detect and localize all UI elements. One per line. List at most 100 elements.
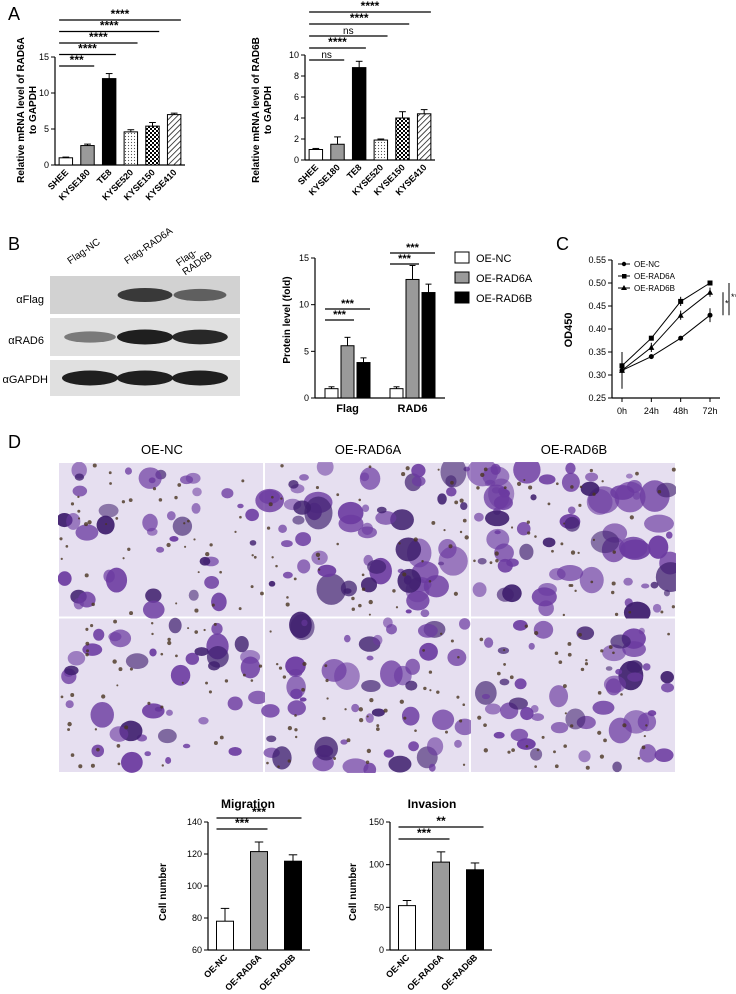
pore-dot [366, 715, 369, 718]
cell-blob [321, 658, 347, 682]
cell-blob [561, 472, 580, 492]
pore-dot [483, 748, 488, 753]
pore-dot [77, 517, 81, 520]
pore-dot [671, 605, 675, 609]
pore-dot [336, 493, 340, 497]
cell-blob [493, 731, 505, 739]
pore-dot [570, 485, 574, 489]
pore-dot [589, 468, 593, 473]
pore-dot [462, 518, 467, 523]
cell-blob [375, 510, 397, 525]
pore-dot [129, 667, 133, 671]
cell-blob [531, 713, 545, 721]
y-tick-label: 100 [187, 881, 202, 891]
pore-dot [128, 498, 133, 502]
micrograph-grid [56, 455, 686, 777]
cell-blob [459, 618, 471, 630]
pore-dot [60, 695, 64, 699]
micrograph-col-title-nc: OE-NC [141, 442, 183, 457]
pore-dot [160, 705, 164, 709]
cell-blob [168, 617, 182, 634]
cell-blob [72, 485, 88, 497]
bar [340, 345, 355, 399]
panel-label-d: D [8, 432, 21, 452]
bar [145, 125, 160, 166]
micrograph-col-title-rad6b: OE-RAD6B [540, 442, 608, 457]
category-label: OE-NC [202, 952, 230, 980]
pore-dot [287, 726, 293, 731]
pore-dot [562, 613, 566, 617]
pore-dot [253, 555, 257, 559]
pore-dot [564, 712, 567, 715]
invasion-chart: Invasion Cell number 0 50 100 150 OE-NC OE-RA… [348, 797, 492, 993]
pore-dot [186, 519, 190, 523]
pore-dot [85, 641, 90, 646]
cell-blob [361, 680, 381, 693]
cell-blob [376, 506, 387, 514]
cell-blob [372, 634, 383, 646]
cell-blob [211, 592, 227, 612]
cell-blob [530, 747, 543, 761]
cell-blob [75, 524, 99, 541]
y-tick-label: 0.50 [588, 278, 606, 288]
pore-dot [483, 467, 488, 472]
pore-dot [271, 556, 274, 559]
pore-dot [405, 466, 410, 471]
cell-blob [661, 682, 675, 693]
pore-dot [151, 632, 154, 636]
cell-blob [66, 512, 81, 530]
cell-blob [342, 758, 369, 775]
pore-dot [590, 580, 594, 584]
pore-dot [167, 637, 171, 642]
bar [58, 157, 74, 166]
pore-dot [503, 486, 507, 490]
pore-dot [160, 652, 164, 656]
cell-blob [343, 634, 351, 643]
pore-dot [597, 691, 602, 695]
pore-dot [599, 754, 605, 759]
cell-blob [227, 696, 243, 711]
cell-blob [654, 748, 674, 762]
chart-title: Invasion [408, 797, 457, 811]
significance-label: *** [417, 826, 431, 840]
pore-dot [326, 697, 329, 700]
cell-blob [290, 688, 303, 700]
pore-dot [413, 537, 418, 542]
cell-blob [292, 515, 305, 525]
cell-blob [149, 648, 157, 657]
cell-blob [188, 589, 199, 601]
pore-dot [285, 602, 290, 607]
pore-dot [510, 526, 514, 529]
cell-blob [510, 728, 529, 742]
cell-blob [249, 540, 257, 546]
plot-area: 0.25 0.30 0.35 0.40 0.45 0.50 0.55 0h 24h 48h 72h O… [588, 255, 736, 416]
category-label: OE-RAD6B [257, 952, 298, 993]
legend-marker [622, 274, 627, 279]
cell-blob [466, 458, 498, 487]
lane-label-rad6b: Flag-RAD6B [174, 246, 215, 278]
cell-blob [166, 709, 173, 716]
cell-blob [549, 568, 566, 581]
category-label: OE-NC [384, 952, 412, 980]
cell-blob [405, 609, 412, 614]
pore-dot [67, 721, 72, 727]
pore-dot [614, 612, 619, 617]
western-blot: Flag-NC Flag-RAD6A Flag-RAD6B αFlag αRAD… [0, 226, 240, 404]
cell-blob [340, 580, 357, 597]
significance-label: **** [78, 42, 97, 56]
pore-dot [351, 607, 355, 611]
cell-blob [484, 703, 502, 715]
pore-dot [527, 531, 531, 535]
pore-dot [183, 522, 186, 525]
bar [80, 145, 95, 166]
pore-dot [152, 487, 157, 491]
pore-dot [516, 481, 522, 487]
lane-label-nc: Flag-NC [65, 236, 103, 267]
migration-chart: Migration Cell number 60 80 100 120 140 OE-NC… [158, 797, 310, 993]
pore-dot [194, 608, 199, 613]
cell-blob [663, 589, 670, 597]
pore-dot [67, 728, 71, 732]
cell-blob [266, 735, 277, 743]
pore-dot [205, 681, 209, 685]
pore-dot [445, 730, 448, 734]
